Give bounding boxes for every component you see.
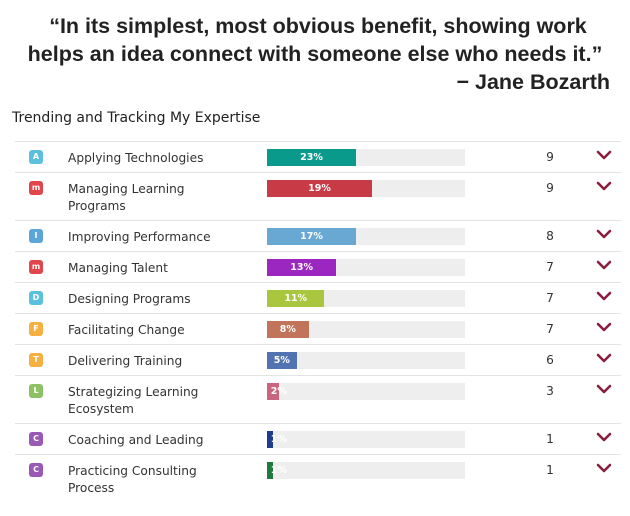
competency-badge-icon: F: [29, 322, 43, 336]
progress-percent: 8%: [279, 324, 296, 335]
progress-track: 5%: [267, 352, 465, 369]
competency-label: Improving Performance: [68, 230, 211, 244]
activity-count: 7: [546, 322, 554, 336]
competency-badge-icon: I: [29, 229, 43, 243]
chevron-down-icon[interactable]: [596, 289, 612, 303]
chevron-down-icon[interactable]: [596, 320, 612, 334]
expertise-row: C Practicing Consulting Process 1% 1: [15, 454, 621, 502]
progress-percent: 2%: [270, 386, 287, 397]
section-title: Trending and Tracking My Expertise: [12, 110, 261, 126]
chevron-down-icon[interactable]: [596, 461, 612, 475]
progress-fill: [267, 383, 279, 400]
activity-count: 8: [546, 229, 554, 243]
chevron-down-icon[interactable]: [596, 258, 612, 272]
progress-track: 8%: [267, 321, 465, 338]
competency-badge-icon: D: [29, 291, 43, 305]
progress-percent: 13%: [290, 262, 314, 273]
expertise-row: A Applying Technologies 23% 9: [15, 141, 621, 172]
chevron-down-icon[interactable]: [596, 289, 612, 303]
activity-count: 1: [546, 463, 554, 477]
expertise-row: C Coaching and Leading 1% 1: [15, 423, 621, 454]
progress-track: 13%: [267, 259, 465, 276]
competency-label: Designing Programs: [68, 292, 191, 306]
competency-label: Practicing Consulting Process: [68, 464, 197, 495]
progress-fill: [267, 180, 372, 197]
expertise-row: L Strategizing Learning Ecosystem 2% 3: [15, 375, 621, 423]
activity-count: 6: [546, 353, 554, 367]
progress-track: 1%: [267, 431, 465, 448]
competency-label: Coaching and Leading: [68, 433, 204, 447]
progress-track: 2%: [267, 383, 465, 400]
activity-count: 3: [546, 384, 554, 398]
progress-track: 23%: [267, 149, 465, 166]
progress-fill: [267, 352, 297, 369]
chevron-down-icon[interactable]: [596, 148, 612, 162]
expertise-row: T Delivering Training 5% 6: [15, 344, 621, 375]
chevron-down-icon[interactable]: [596, 351, 612, 365]
expertise-table: A Applying Technologies 23% 9 m Managing Lear…: [15, 141, 621, 502]
activity-count: 9: [546, 181, 554, 195]
expertise-row: m Managing Talent 13% 7: [15, 251, 621, 282]
progress-fill: [267, 228, 357, 245]
competency-badge-icon: m: [29, 260, 43, 274]
expertise-row: F Facilitating Change 8% 7: [15, 313, 621, 344]
expertise-row: I Improving Performance 17% 8: [15, 220, 621, 251]
expertise-row: D Designing Programs 11% 7: [15, 282, 621, 313]
chevron-down-icon[interactable]: [596, 382, 612, 396]
chevron-down-icon[interactable]: [596, 461, 612, 475]
chevron-down-icon[interactable]: [596, 258, 612, 272]
competency-label: Managing Learning Programs: [68, 182, 185, 213]
progress-fill: [267, 149, 357, 166]
quote-block: “In its simplest, most obvious benefit, …: [0, 12, 630, 96]
chevron-down-icon[interactable]: [596, 430, 612, 444]
progress-percent: 19%: [308, 183, 331, 194]
quote-line-1: “In its simplest, most obvious benefit, …: [49, 14, 587, 38]
competency-label: Delivering Training: [68, 354, 183, 368]
expertise-row: m Managing Learning Programs 19% 9: [15, 172, 621, 220]
progress-percent: 17%: [300, 231, 323, 242]
competency-badge-icon: T: [29, 353, 43, 367]
chevron-down-icon[interactable]: [596, 227, 612, 241]
progress-track: 11%: [267, 290, 465, 307]
progress-fill: [267, 431, 273, 448]
activity-count: 9: [546, 150, 554, 164]
quote-author: − Jane Bozarth: [456, 70, 610, 94]
competency-label: Managing Talent: [68, 261, 168, 275]
progress-fill: [267, 462, 273, 479]
chevron-down-icon[interactable]: [596, 382, 612, 396]
competency-label: Applying Technologies: [68, 151, 204, 165]
chevron-down-icon[interactable]: [596, 179, 612, 193]
chevron-down-icon[interactable]: [596, 320, 612, 334]
progress-track: 1%: [267, 462, 465, 479]
chevron-down-icon[interactable]: [596, 430, 612, 444]
chevron-down-icon[interactable]: [596, 179, 612, 193]
progress-fill: [267, 290, 325, 307]
competency-badge-icon: C: [29, 432, 43, 446]
chevron-down-icon[interactable]: [596, 351, 612, 365]
activity-count: 7: [546, 291, 554, 305]
progress-track: 17%: [267, 228, 465, 245]
progress-percent: 1%: [270, 434, 287, 445]
competency-badge-icon: m: [29, 181, 43, 195]
progress-fill: [267, 321, 309, 338]
chevron-down-icon[interactable]: [596, 148, 612, 162]
quote-line-2: helps an idea connect with someone else …: [27, 42, 603, 66]
progress-fill: [267, 259, 337, 276]
competency-badge-icon: C: [29, 463, 43, 477]
competency-label: Facilitating Change: [68, 323, 185, 337]
progress-percent: 5%: [273, 355, 290, 366]
activity-count: 7: [546, 260, 554, 274]
progress-percent: 23%: [300, 152, 323, 163]
progress-track: 19%: [267, 180, 465, 197]
progress-percent: 1%: [270, 465, 287, 476]
progress-percent: 11%: [284, 293, 308, 304]
competency-badge-icon: A: [29, 150, 43, 164]
competency-badge-icon: L: [29, 384, 43, 398]
competency-label: Strategizing Learning Ecosystem: [68, 385, 199, 416]
chevron-down-icon[interactable]: [596, 227, 612, 241]
activity-count: 1: [546, 432, 554, 446]
